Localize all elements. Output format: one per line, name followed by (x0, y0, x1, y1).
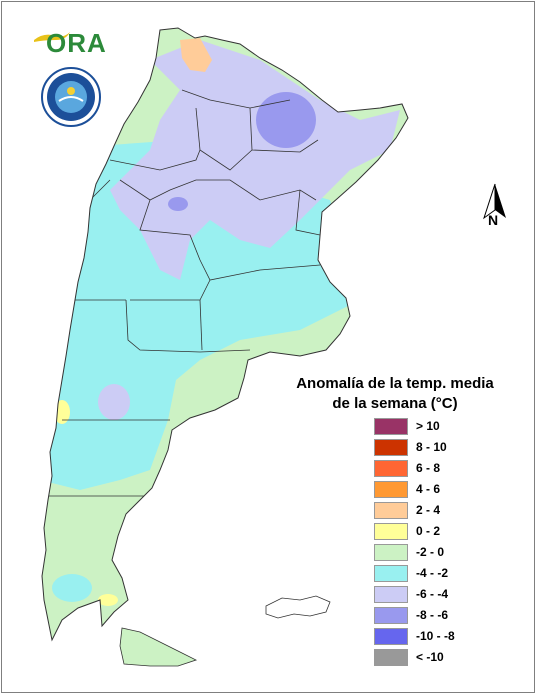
legend-swatch (374, 523, 408, 540)
legend-swatch (374, 418, 408, 435)
legend-label: -4 - -2 (416, 566, 449, 580)
legend-label: > 10 (416, 419, 440, 433)
ora-logo: ORA (46, 28, 107, 58)
legend-label: -10 - -8 (416, 629, 455, 643)
legend-label: < -10 (416, 650, 444, 664)
anomaly-zone-cyan-patagonia (52, 574, 92, 602)
legend-item: -6 - -4 (374, 586, 524, 604)
province-boundaries (48, 89, 321, 497)
legend-swatch (374, 439, 408, 456)
legend-item: 2 - 4 (374, 502, 524, 520)
anomaly-zone-peach (180, 38, 212, 72)
legend-swatch (374, 565, 408, 582)
legend-label: 2 - 4 (416, 503, 441, 517)
legend-swatch (374, 586, 408, 603)
legend-title-line1: Anomalía de la temp. media (296, 375, 494, 392)
legend-item: > 10 (374, 418, 524, 436)
legend-label: -8 - -6 (416, 608, 449, 622)
legend-title-line2: de la semana (°C) (332, 395, 458, 412)
legend-swatch (374, 502, 408, 519)
legend-item: -4 - -2 (374, 565, 524, 583)
legend-label: 0 - 2 (416, 524, 441, 538)
legend-item: 0 - 2 (374, 523, 524, 541)
legend-swatch (374, 460, 408, 477)
smn-seal-icon (41, 67, 101, 127)
anomaly-zone-lavender-south (98, 384, 130, 420)
legend-title: Anomalía de la temp. media de la semana … (290, 374, 500, 414)
legend-item: 8 - 10 (374, 439, 524, 457)
legend-swatch (374, 628, 408, 645)
legend-label: -6 - -4 (416, 587, 449, 601)
legend-item: 4 - 6 (374, 481, 524, 499)
tierra-del-fuego (119, 627, 198, 667)
legend-label: 6 - 8 (416, 461, 441, 475)
legend-swatch (374, 544, 408, 561)
legend-swatch (374, 649, 408, 666)
malvinas-islands (265, 595, 331, 619)
legend-label: -2 - 0 (416, 545, 445, 559)
anomaly-zone-purple (256, 92, 316, 148)
legend-item: -8 - -6 (374, 607, 524, 625)
legend-item: -10 - -8 (374, 628, 524, 646)
legend-item: < -10 (374, 649, 524, 667)
legend-swatch (374, 607, 408, 624)
legend-swatch (374, 481, 408, 498)
legend-item: 6 - 8 (374, 460, 524, 478)
legend-item: -2 - 0 (374, 544, 524, 562)
legend-label: 8 - 10 (416, 440, 447, 454)
north-label: N (488, 212, 499, 228)
anomaly-zone-yellow-south (98, 594, 118, 606)
ora-bird-icon (34, 32, 70, 42)
anomaly-zone-purple-small (168, 197, 188, 211)
anomaly-zone-lavender (110, 40, 400, 280)
north-arrow-icon (483, 183, 506, 220)
legend-label: 4 - 6 (416, 482, 441, 496)
